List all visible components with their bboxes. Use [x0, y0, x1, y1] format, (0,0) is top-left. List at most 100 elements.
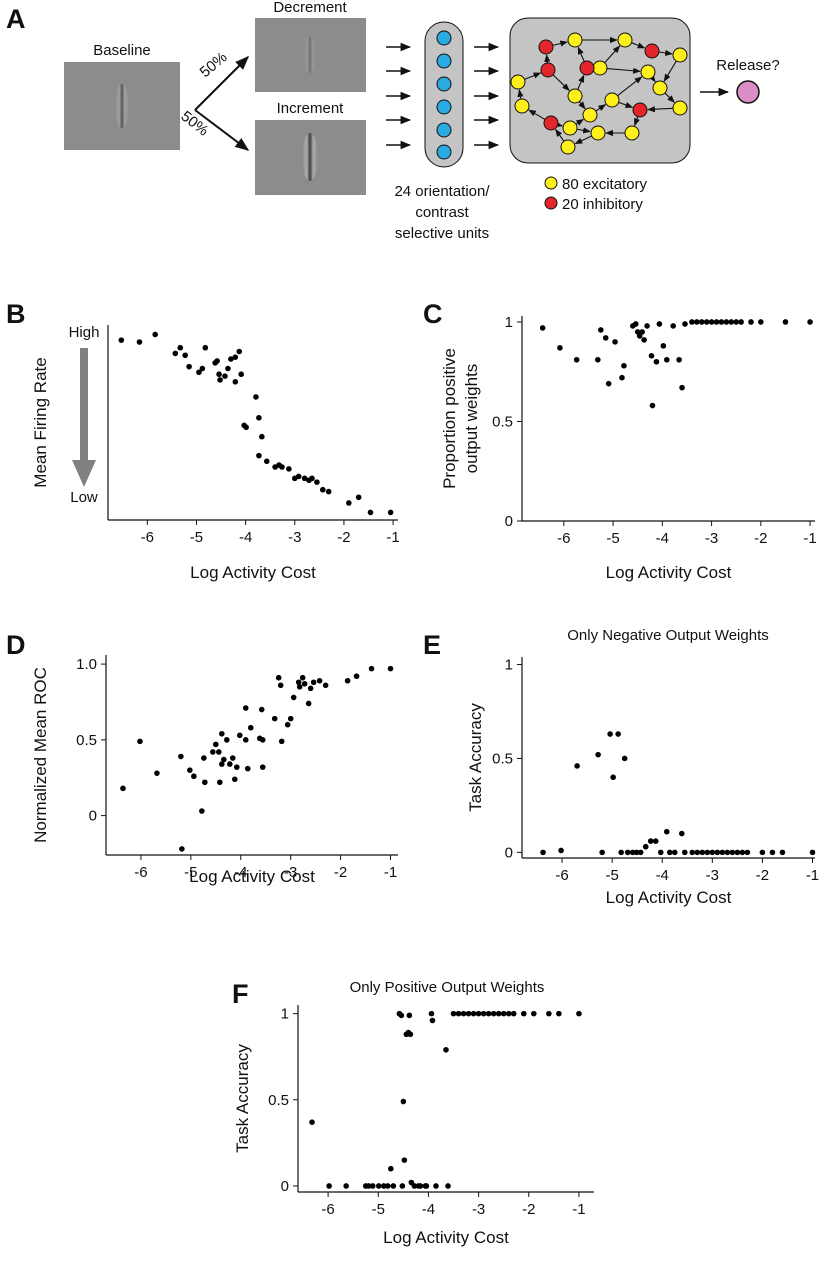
network-edge	[576, 127, 591, 134]
panel-label: A	[6, 4, 26, 34]
point	[642, 843, 649, 850]
y-tick-label: 1	[281, 1006, 289, 1023]
point	[618, 849, 624, 856]
point	[602, 335, 609, 341]
point	[365, 1183, 372, 1189]
point	[368, 665, 375, 672]
point	[624, 849, 631, 856]
point	[309, 475, 315, 482]
point	[355, 494, 362, 501]
point	[202, 779, 208, 786]
point	[222, 373, 228, 379]
point	[703, 319, 710, 325]
point	[713, 319, 720, 325]
point	[275, 674, 282, 681]
point	[401, 1157, 408, 1163]
point	[196, 369, 202, 376]
x-tick-label: -1	[386, 529, 399, 546]
point	[295, 679, 302, 686]
network-node	[590, 125, 606, 141]
point	[637, 849, 644, 856]
point	[182, 352, 188, 359]
point	[723, 319, 730, 325]
point	[739, 849, 746, 856]
point	[480, 1010, 487, 1017]
point	[443, 1047, 449, 1053]
image-label: Increment	[277, 100, 345, 117]
point	[343, 1183, 349, 1189]
output-label: Release?	[716, 57, 779, 74]
network-node	[604, 92, 620, 108]
point	[734, 849, 741, 856]
network-edge	[524, 72, 542, 80]
x-tick-label: -6	[134, 864, 147, 881]
point	[223, 737, 230, 743]
point	[319, 486, 326, 493]
point	[263, 458, 270, 465]
annotation: High	[69, 324, 100, 341]
output-node	[736, 80, 760, 104]
network-node	[514, 98, 530, 114]
legend-swatch	[544, 176, 558, 190]
point	[387, 509, 394, 516]
point	[455, 1010, 462, 1017]
point	[375, 1183, 382, 1189]
x-axis-label: Log Activity Cost	[189, 867, 315, 886]
network-edge	[604, 45, 621, 64]
chart-title: Only Negative Output Weights	[567, 627, 769, 644]
x-tick-label: -2	[334, 864, 347, 881]
point	[759, 849, 766, 856]
network-node	[632, 102, 648, 118]
point	[172, 350, 179, 357]
point	[629, 849, 636, 856]
point	[120, 785, 126, 792]
y-tick-label: 0	[89, 808, 97, 825]
legend-label: 20 inhibitory	[562, 196, 643, 213]
network-node	[582, 107, 598, 123]
x-tick-label: -1	[803, 530, 816, 547]
point	[612, 339, 618, 345]
point	[748, 319, 754, 325]
x-axis-label: Log Activity Cost	[383, 1228, 509, 1247]
network-edge	[578, 101, 586, 110]
point	[217, 779, 223, 786]
network-node	[672, 100, 688, 116]
point	[632, 321, 639, 327]
point	[259, 764, 266, 770]
chart-title: Only Positive Output Weights	[350, 979, 545, 996]
units-label: 24 orientation/	[394, 183, 490, 200]
network-edge	[554, 121, 564, 128]
point	[595, 751, 601, 758]
point	[733, 319, 740, 325]
point	[641, 337, 647, 343]
point	[325, 488, 332, 495]
point	[316, 677, 323, 684]
network-edge	[575, 118, 584, 126]
point	[510, 1010, 517, 1017]
y-axis-label: Task Accuracy	[466, 703, 485, 812]
x-tick-label: -4	[656, 867, 669, 884]
point	[187, 767, 193, 773]
network-node	[624, 125, 640, 141]
point	[621, 755, 628, 762]
image-label: Decrement	[273, 0, 347, 16]
network-node	[617, 32, 633, 48]
network-node	[579, 60, 595, 76]
point	[271, 715, 278, 722]
point	[428, 1010, 435, 1017]
point	[599, 849, 605, 856]
point	[258, 706, 265, 713]
point	[326, 1183, 332, 1189]
point	[595, 356, 601, 363]
point	[663, 356, 670, 363]
network-edge	[595, 104, 607, 112]
point	[460, 1010, 467, 1017]
point	[682, 321, 688, 327]
x-tick-label: -6	[321, 1201, 334, 1218]
point	[278, 738, 285, 745]
x-tick-label: -6	[555, 867, 568, 884]
point	[346, 500, 352, 506]
y-tick-label: 0	[505, 844, 513, 861]
y-axis-label: output weights	[462, 364, 481, 474]
